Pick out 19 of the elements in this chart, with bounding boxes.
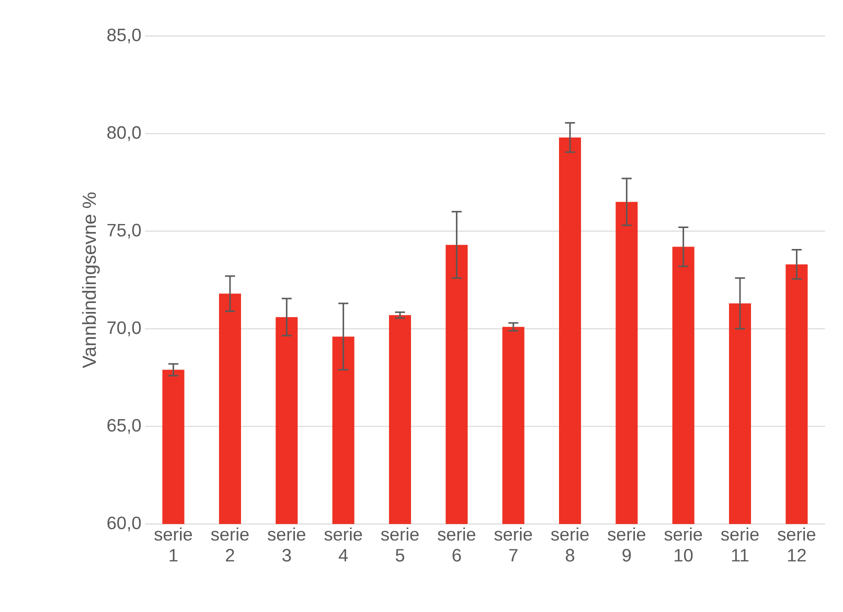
x-tick-label: serie 1	[154, 528, 192, 562]
x-tick-label: serie 10	[664, 528, 702, 562]
x-tick-label: serie 6	[438, 528, 476, 562]
x-tick-label: serie 3	[268, 528, 306, 562]
y-axis-title: Vannbindingsevne %	[82, 192, 100, 368]
y-tick-label: 70,0	[108, 321, 141, 336]
x-tick-label: serie 9	[608, 528, 646, 562]
x-tick-label: serie 7	[494, 528, 532, 562]
y-tick-label: 65,0	[107, 418, 141, 434]
y-tick-label: 85,0	[107, 28, 141, 44]
y-tick-label: 60,0	[107, 516, 141, 532]
x-tick-label: serie 11	[721, 528, 759, 562]
x-tick-label: serie 2	[211, 528, 249, 562]
x-tick-label: serie 12	[778, 528, 816, 562]
x-tick-label: serie 8	[551, 528, 589, 562]
y-tick-label: 80,0	[107, 126, 141, 141]
x-tick-label: serie 4	[324, 528, 362, 562]
y-tick-label: 75,0	[108, 224, 141, 239]
x-tick-label: serie 5	[381, 528, 419, 562]
